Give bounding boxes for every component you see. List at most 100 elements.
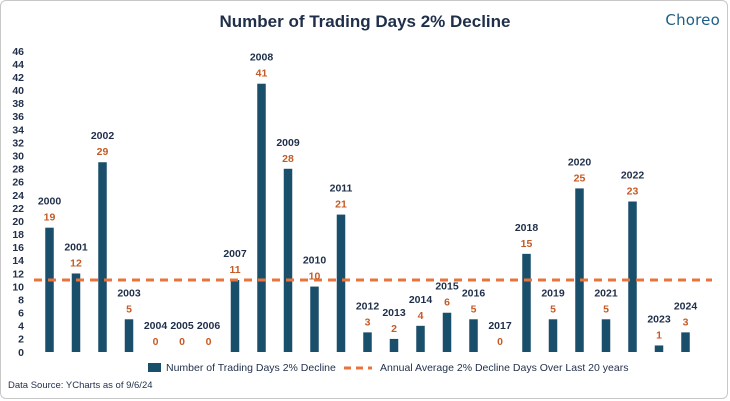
y-tick-label: 34 xyxy=(12,124,24,136)
value-label-2006: 0 xyxy=(206,336,212,348)
year-label-2011: 2011 xyxy=(330,183,353,195)
value-label-2022: 23 xyxy=(627,186,639,198)
value-label-2005: 0 xyxy=(179,336,185,348)
year-label-2024: 2024 xyxy=(674,300,698,312)
year-label-2003: 2003 xyxy=(117,287,141,299)
year-label-2001: 2001 xyxy=(64,241,88,253)
value-label-2012: 3 xyxy=(365,316,371,328)
y-tick-label: 20 xyxy=(12,216,24,228)
value-label-2010: 10 xyxy=(309,271,321,283)
bar-2013 xyxy=(389,338,399,352)
y-tick-label: 44 xyxy=(12,59,24,71)
bar-2002 xyxy=(98,162,107,352)
y-tick-label: 26 xyxy=(12,177,24,189)
y-tick-label: 24 xyxy=(12,190,24,202)
legend-bar-label: Number of Trading Days 2% Decline xyxy=(166,362,336,374)
year-label-2020: 2020 xyxy=(568,156,592,168)
bar-2001 xyxy=(71,273,81,352)
legend: Number of Trading Days 2% Decline Annual… xyxy=(148,362,628,374)
bar-2020 xyxy=(575,188,584,352)
value-label-2009: 28 xyxy=(282,153,294,165)
year-label-2007: 2007 xyxy=(223,248,247,260)
value-label-2016: 5 xyxy=(471,303,477,315)
value-label-2013: 2 xyxy=(391,323,397,335)
y-tick-label: 12 xyxy=(12,268,24,280)
bar-2007 xyxy=(230,280,240,352)
year-label-2002: 2002 xyxy=(91,130,115,142)
year-label-2022: 2022 xyxy=(621,170,645,182)
year-label-2005: 2005 xyxy=(170,320,194,332)
y-tick-label: 32 xyxy=(12,137,24,149)
bar-2018 xyxy=(522,253,531,352)
choreo-logo: Choreo xyxy=(665,11,720,29)
y-tick-label: 10 xyxy=(12,281,24,293)
y-tick-label: 46 xyxy=(12,46,24,58)
year-label-2010: 2010 xyxy=(303,255,327,267)
y-tick-label: 0 xyxy=(18,347,24,359)
value-label-2008: 41 xyxy=(256,68,268,80)
value-label-2018: 15 xyxy=(521,238,533,250)
value-label-2007: 11 xyxy=(229,264,240,276)
year-label-2013: 2013 xyxy=(382,307,406,319)
y-tick-label: 40 xyxy=(12,85,24,97)
value-label-2001: 12 xyxy=(70,257,82,269)
bar-2015 xyxy=(442,312,452,352)
legend-bar-swatch xyxy=(148,363,161,372)
year-label-2019: 2019 xyxy=(541,287,565,299)
bar-2000 xyxy=(45,227,54,352)
bar-2014 xyxy=(416,325,425,352)
y-tick-label: 4 xyxy=(18,321,24,333)
bar-2008 xyxy=(257,83,266,352)
value-label-2024: 3 xyxy=(683,316,689,328)
value-label-2002: 29 xyxy=(97,146,109,158)
bar-2009 xyxy=(283,168,293,352)
value-label-2003: 5 xyxy=(126,303,132,315)
year-label-2006: 2006 xyxy=(197,320,221,332)
bar-2021 xyxy=(601,319,611,352)
year-label-2021: 2021 xyxy=(594,287,618,299)
bar-labels: 1920001220012920025200302004020050200611… xyxy=(38,52,698,348)
year-label-2014: 2014 xyxy=(409,294,433,306)
bar-2003 xyxy=(124,319,134,352)
y-tick-label: 28 xyxy=(12,164,24,176)
bar-2023 xyxy=(654,345,664,352)
year-label-2012: 2012 xyxy=(356,300,380,312)
y-tick-label: 16 xyxy=(12,242,24,254)
year-label-2018: 2018 xyxy=(515,222,539,234)
y-tick-label: 36 xyxy=(12,111,24,123)
y-tick-label: 14 xyxy=(12,255,24,267)
value-label-2019: 5 xyxy=(550,303,556,315)
bar-2024 xyxy=(681,332,690,352)
bar-2016 xyxy=(469,319,478,352)
value-label-2000: 19 xyxy=(44,212,56,224)
bar-2019 xyxy=(548,319,558,352)
y-tick-label: 18 xyxy=(12,229,24,241)
year-label-2004: 2004 xyxy=(144,320,168,332)
value-label-2015: 6 xyxy=(444,297,450,309)
y-tick-label: 30 xyxy=(12,150,24,162)
y-tick-label: 6 xyxy=(18,308,24,320)
year-label-2017: 2017 xyxy=(488,320,512,332)
y-tick-label: 8 xyxy=(18,294,24,306)
y-tick-label: 42 xyxy=(12,72,24,84)
value-label-2023: 1 xyxy=(656,329,662,341)
year-label-2023: 2023 xyxy=(647,313,671,325)
chart-title: Number of Trading Days 2% Decline xyxy=(219,12,511,31)
y-axis: 0246810121416182022242628303234363840424… xyxy=(12,46,24,359)
value-label-2014: 4 xyxy=(418,310,424,322)
year-label-2016: 2016 xyxy=(462,287,486,299)
y-tick-label: 2 xyxy=(18,334,24,346)
year-label-2000: 2000 xyxy=(38,196,62,208)
bar-2012 xyxy=(363,332,372,352)
year-label-2015: 2015 xyxy=(435,281,459,293)
bar-2022 xyxy=(628,201,637,352)
bar-2011 xyxy=(336,214,346,352)
value-label-2011: 21 xyxy=(335,199,347,211)
data-source-note: Data Source: YCharts as of 9/6/24 xyxy=(8,380,153,391)
value-label-2017: 0 xyxy=(497,336,503,348)
y-tick-label: 38 xyxy=(12,98,24,110)
year-label-2008: 2008 xyxy=(250,52,274,64)
value-label-2021: 5 xyxy=(603,303,609,315)
